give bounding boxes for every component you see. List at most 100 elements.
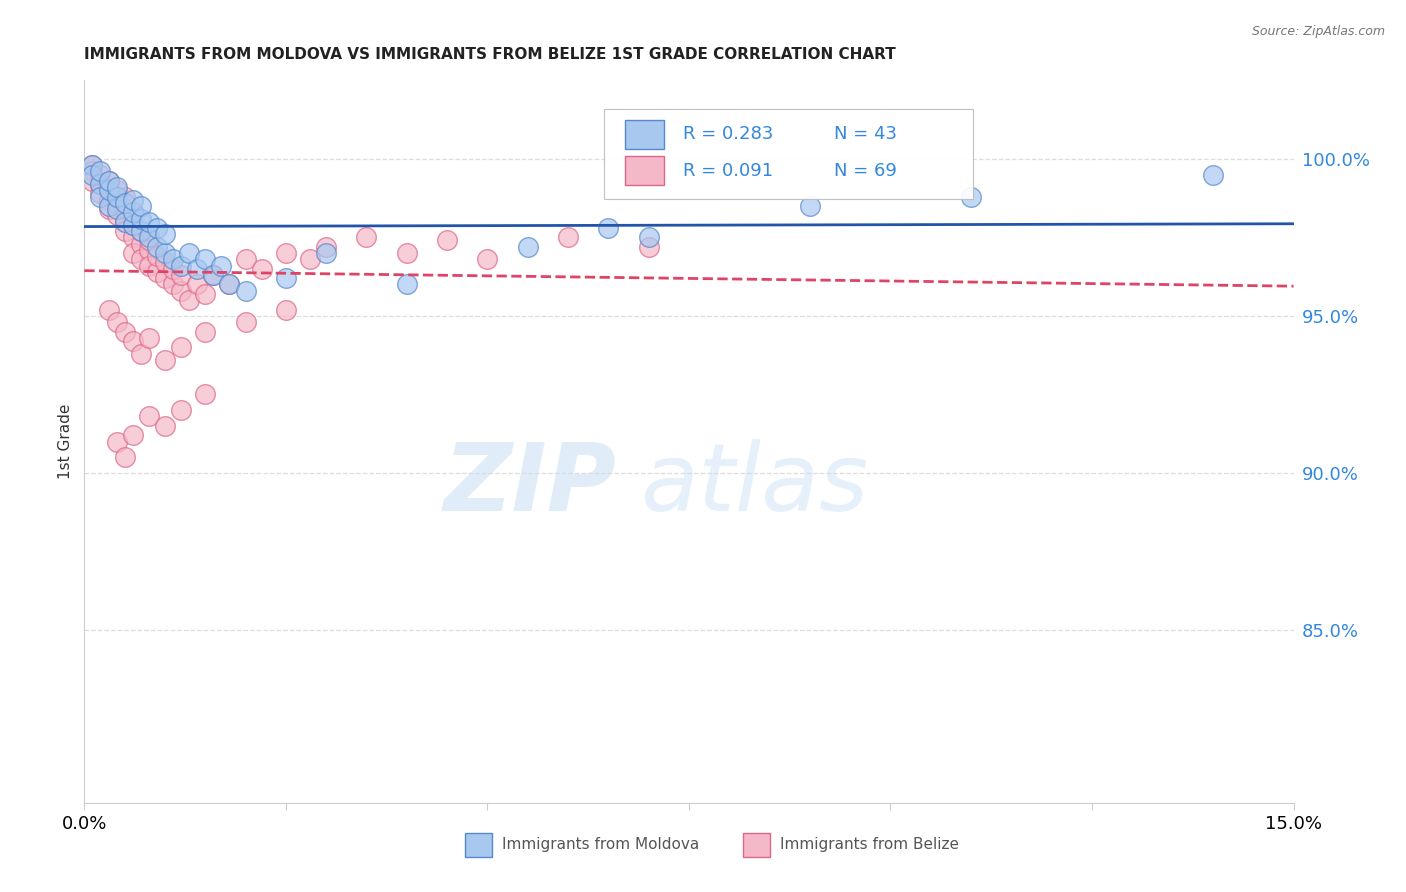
Point (250, 261, 273, 276)
Point (557, 230, 579, 244)
Point (89, 168, 111, 182)
Point (194, 387, 217, 401)
Point (153, 352, 176, 367)
Bar (744, 833, 770, 857)
Point (356, 230, 378, 244)
Point (170, 259, 193, 273)
Point (82, 158, 104, 172)
Point (436, 234, 458, 248)
Point (129, 346, 152, 360)
Point (114, 214, 136, 228)
Point (129, 224, 152, 238)
Text: R = 0.091: R = 0.091 (683, 161, 773, 179)
Point (146, 240, 169, 254)
Point (138, 259, 160, 273)
Text: R = 0.283: R = 0.283 (683, 126, 773, 144)
Point (105, 180, 128, 194)
Point (121, 193, 143, 207)
Point (82, 168, 104, 182)
Point (138, 331, 160, 345)
Point (516, 240, 538, 254)
Point (89, 189, 111, 203)
Point (153, 246, 176, 260)
Point (97, 183, 120, 197)
Point (186, 261, 208, 276)
Point (637, 240, 659, 254)
Point (138, 230, 160, 244)
Point (235, 284, 257, 298)
Point (395, 277, 418, 292)
Point (138, 409, 160, 424)
Point (146, 265, 169, 279)
Point (121, 334, 143, 348)
Point (121, 246, 143, 260)
Point (179, 293, 201, 308)
Point (235, 315, 257, 329)
Point (194, 286, 217, 301)
Point (170, 340, 193, 354)
Point (153, 271, 176, 285)
Point (97, 174, 120, 188)
Point (89, 186, 111, 201)
Point (146, 249, 169, 263)
Point (202, 268, 225, 282)
Point (170, 284, 193, 298)
Point (274, 302, 297, 317)
Point (114, 195, 136, 210)
Point (89, 164, 111, 178)
Point (194, 325, 217, 339)
Point (202, 268, 225, 282)
Point (121, 230, 143, 244)
Point (97, 202, 120, 216)
Point (186, 277, 208, 292)
Point (114, 450, 136, 465)
Point (274, 246, 297, 260)
Point (121, 218, 143, 232)
Point (121, 218, 143, 232)
Point (162, 277, 184, 292)
Point (138, 243, 160, 257)
Point (105, 202, 128, 216)
Point (114, 189, 136, 203)
Point (960, 189, 983, 203)
Point (162, 252, 184, 267)
Point (105, 195, 128, 210)
Point (105, 183, 128, 197)
Point (114, 325, 136, 339)
Point (395, 246, 418, 260)
Text: atlas: atlas (641, 440, 869, 531)
Point (138, 234, 160, 248)
Point (218, 277, 240, 292)
Point (82, 164, 104, 178)
Point (315, 246, 337, 260)
Point (299, 252, 322, 267)
Bar (624, 156, 664, 185)
Point (315, 240, 337, 254)
Point (129, 224, 152, 238)
Point (121, 428, 143, 442)
Point (235, 252, 257, 267)
Y-axis label: 1st Grade: 1st Grade (58, 404, 73, 479)
Point (121, 205, 143, 219)
Point (114, 214, 136, 228)
Text: N = 69: N = 69 (834, 161, 897, 179)
Point (114, 202, 136, 216)
Point (82, 174, 104, 188)
Point (97, 174, 120, 188)
Text: N = 43: N = 43 (834, 126, 897, 144)
Point (105, 315, 128, 329)
Point (114, 224, 136, 238)
Point (82, 158, 104, 172)
Point (799, 199, 821, 213)
Point (477, 252, 499, 267)
Point (153, 255, 176, 269)
Point (162, 261, 184, 276)
Point (218, 277, 240, 292)
Bar (465, 833, 492, 857)
Text: Source: ZipAtlas.com: Source: ZipAtlas.com (1251, 25, 1385, 38)
Point (89, 177, 111, 191)
Point (105, 208, 128, 222)
Point (170, 268, 193, 282)
Point (209, 259, 232, 273)
Point (129, 211, 152, 226)
